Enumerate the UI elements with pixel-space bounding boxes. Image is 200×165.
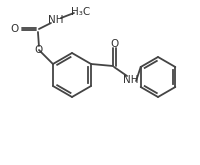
Text: O: O (110, 39, 118, 49)
Text: NH: NH (123, 75, 139, 85)
Text: NH: NH (48, 15, 64, 25)
Text: O: O (35, 45, 43, 55)
Text: H₃C: H₃C (71, 7, 91, 17)
Text: O: O (11, 24, 19, 34)
